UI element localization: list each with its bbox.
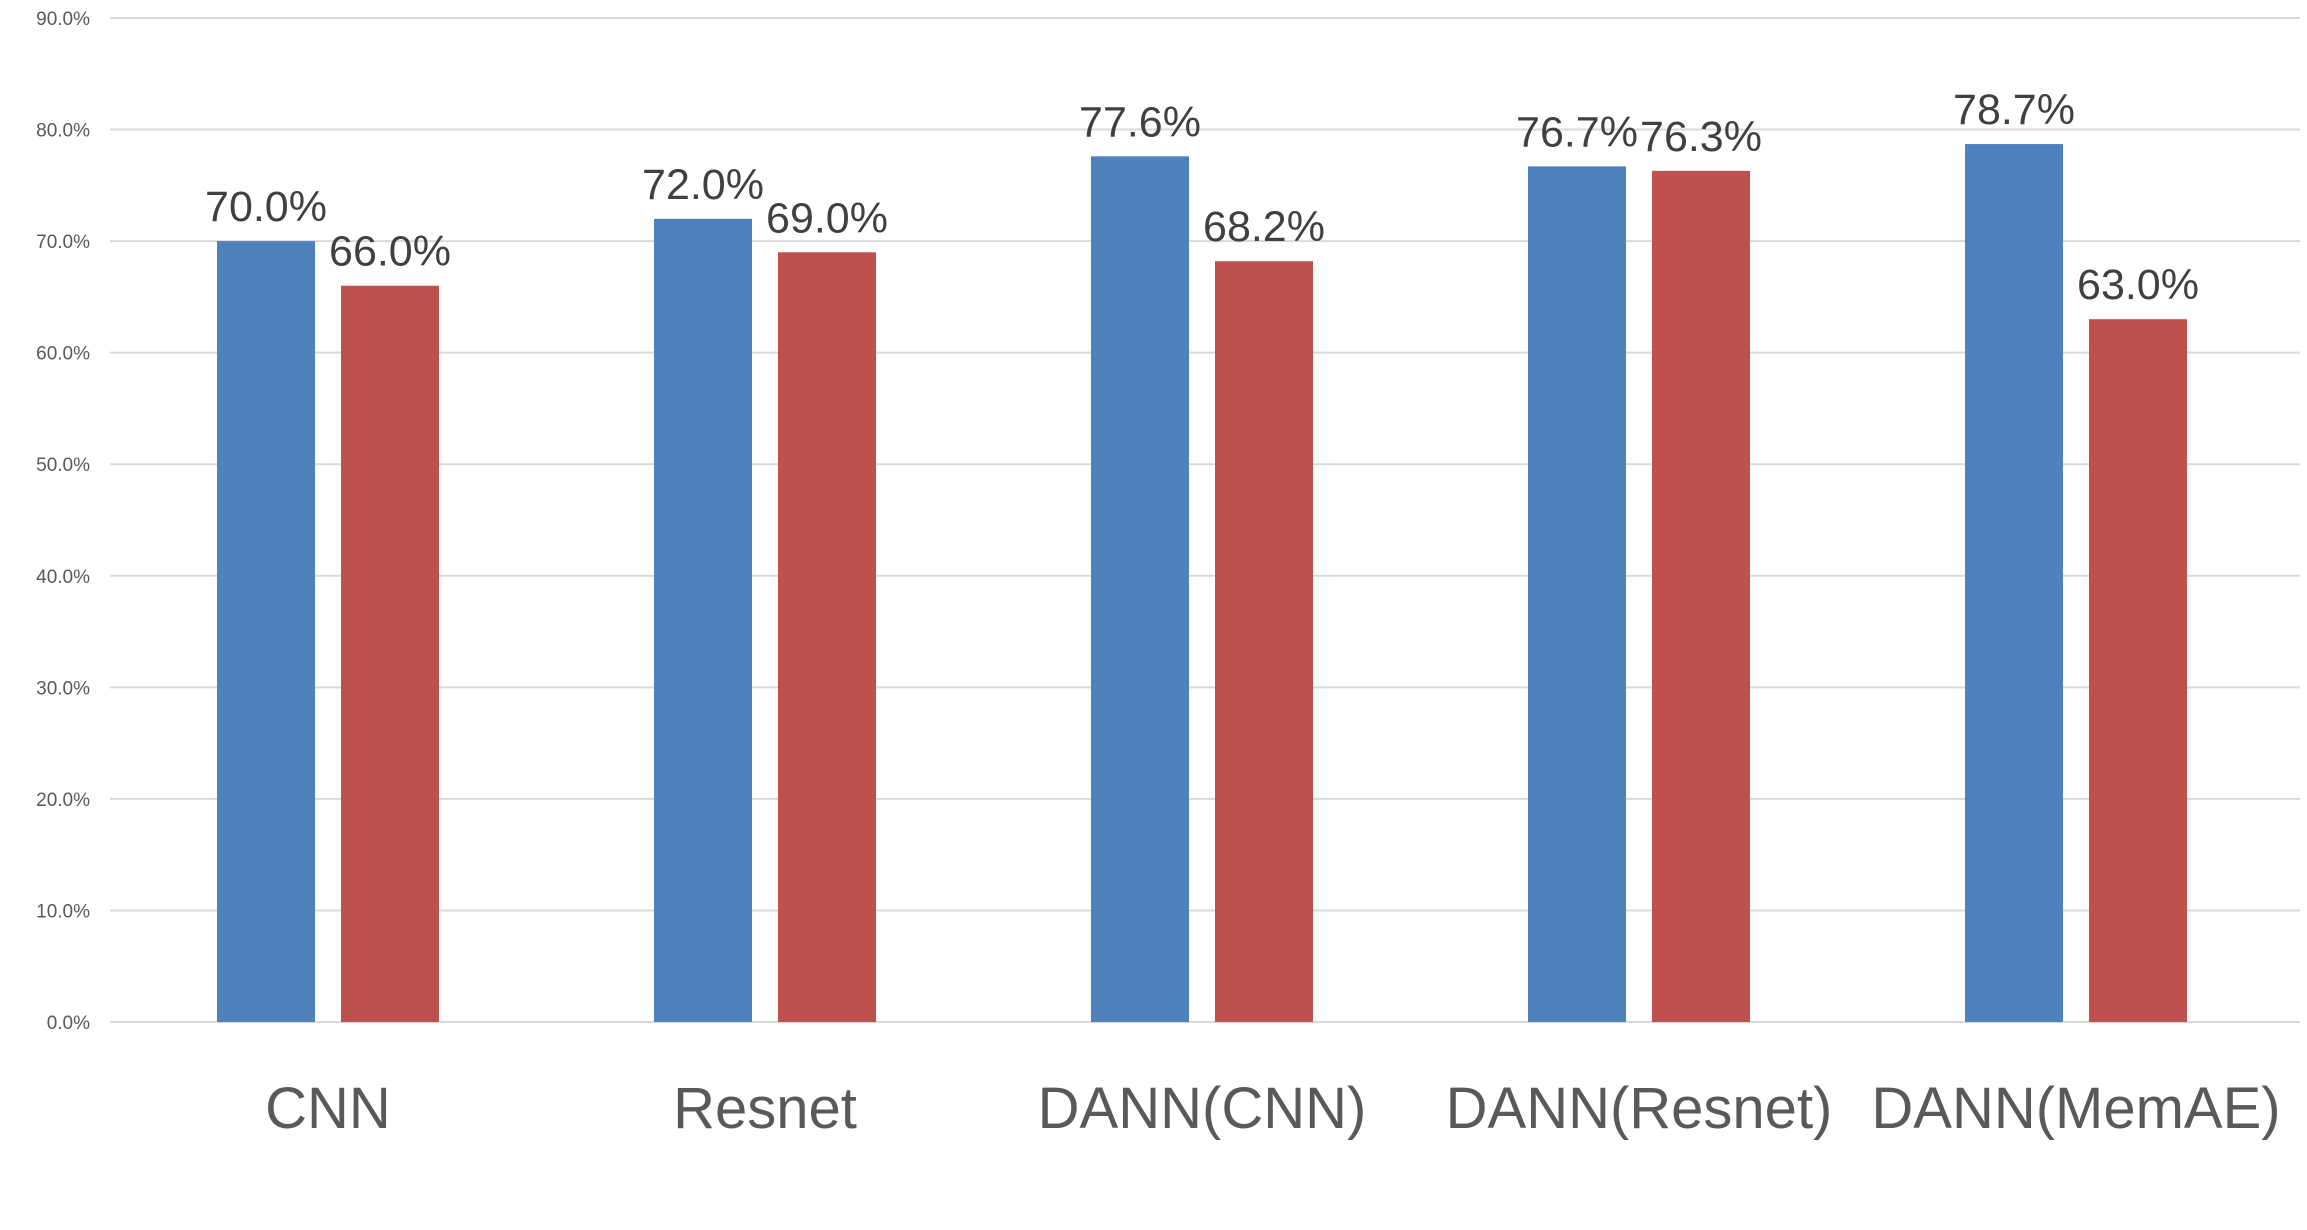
data-label: 63.0% <box>2077 261 2199 309</box>
x-tick-label: Resnet <box>673 1076 857 1141</box>
y-tick-label: 70.0% <box>36 232 90 253</box>
data-label: 72.0% <box>642 161 764 209</box>
bar-series-2-cnn <box>341 285 439 1022</box>
y-tick-label: 0.0% <box>47 1013 90 1034</box>
bar-series-1-dann-resnet <box>1528 166 1626 1022</box>
bars <box>217 144 2187 1023</box>
bar-series-2-dann-resnet <box>1652 170 1750 1022</box>
bar-series-1-resnet <box>654 218 752 1023</box>
y-tick-label: 30.0% <box>36 678 90 699</box>
y-tick-label: 40.0% <box>36 567 90 588</box>
data-labels: 70.0% 72.0% 77.6% 76.7% 78.7% 66.0% 69.0% 68.2%… <box>205 86 2199 309</box>
bar-series-2-dann-memae <box>2089 319 2187 1022</box>
x-tick-label: DANN(MemAE) <box>1871 1076 2280 1141</box>
bar-series-1-dann-memae <box>1965 144 2063 1022</box>
y-tick-label: 90.0% <box>36 9 90 30</box>
x-tick-label: DANN(Resnet) <box>1446 1076 1833 1141</box>
bar-series-1-cnn <box>217 241 315 1023</box>
y-tick-label: 10.0% <box>36 901 90 922</box>
data-label: 69.0% <box>766 194 888 242</box>
x-tick-label: CNN <box>265 1076 391 1141</box>
bar-series-2-dann-cnn <box>1215 261 1313 1022</box>
y-tick-label: 50.0% <box>36 455 90 476</box>
y-tick-label: 80.0% <box>36 121 90 142</box>
gridlines <box>110 17 2300 1023</box>
y-tick-label: 60.0% <box>36 344 90 365</box>
x-axis-ticks: CNN Resnet DANN(CNN) DANN(Resnet) DANN(MemAE… <box>265 1076 2280 1141</box>
data-label: 78.7% <box>1953 86 2075 134</box>
y-axis-ticks: 0.0% 10.0% 20.0% 30.0% 40.0% 50.0% 60.0% 70.0% 8… <box>36 9 90 1034</box>
bar-series-2-resnet <box>778 252 876 1022</box>
y-tick-label: 20.0% <box>36 790 90 811</box>
data-label: 70.0% <box>205 183 327 231</box>
bar-series-1-dann-cnn <box>1091 156 1189 1023</box>
data-label: 66.0% <box>329 228 451 276</box>
data-label: 68.2% <box>1203 203 1325 251</box>
data-label: 76.3% <box>1640 113 1762 161</box>
x-tick-label: DANN(CNN) <box>1038 1076 1367 1141</box>
data-label: 77.6% <box>1079 98 1201 146</box>
data-label: 76.7% <box>1516 108 1638 156</box>
